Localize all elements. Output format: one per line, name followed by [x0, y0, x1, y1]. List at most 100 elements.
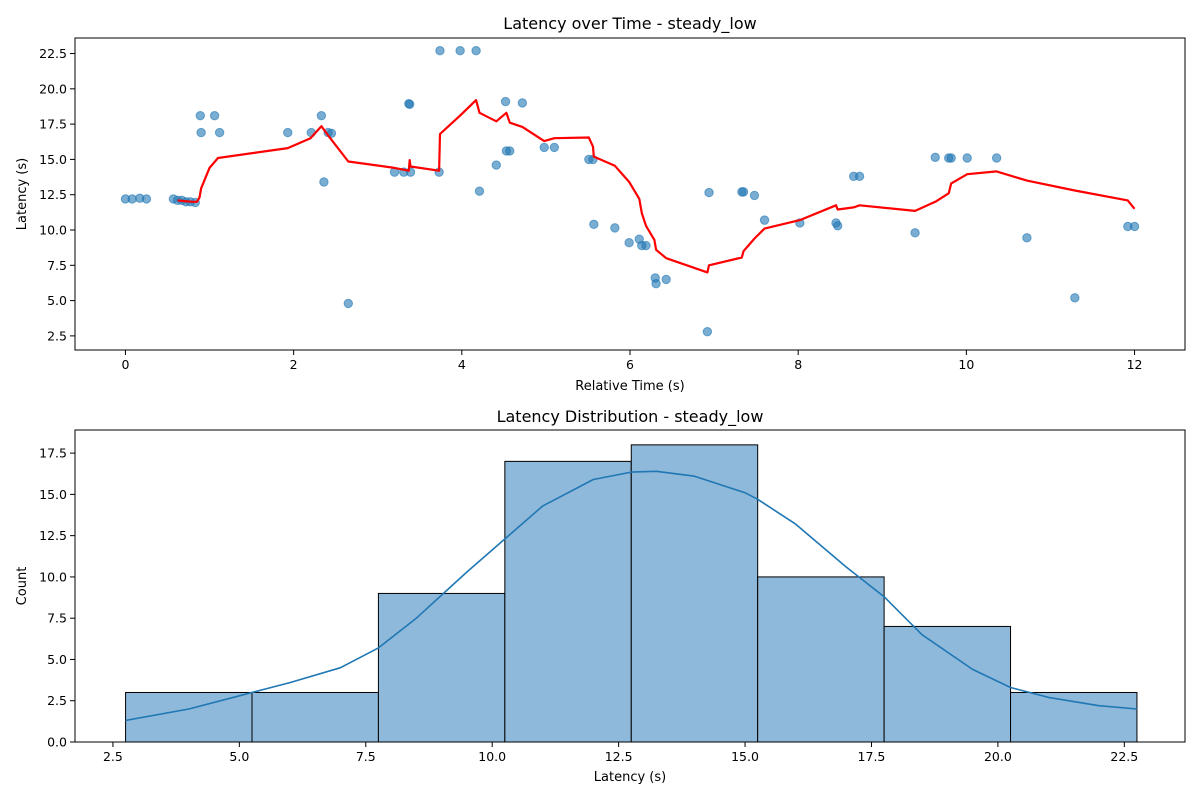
scatter-points — [120, 46, 1140, 337]
histogram-bar — [1010, 691, 1138, 743]
trend-line — [177, 99, 1136, 274]
y-tick-label: 20.0 — [39, 81, 67, 96]
y-ticks: 2.5 5.0 7.5 10.0 12.5 15.0 17.5 20.0 22.5 — [39, 46, 75, 343]
x-axis-label: Latency (s) — [594, 770, 666, 785]
scatter-point — [624, 238, 634, 248]
kde-curve-group — [125, 470, 1138, 722]
scatter-point — [962, 153, 972, 163]
y-tick-label: 7.5 — [47, 258, 67, 273]
x-tick-label: 17.5 — [858, 749, 886, 764]
histogram-bar — [251, 691, 379, 743]
x-tick-label: 5.0 — [229, 749, 249, 764]
scatter-point — [474, 186, 485, 196]
x-tick-label: 7.5 — [356, 749, 376, 764]
scatter-point — [517, 98, 528, 108]
x-tick-label: 2 — [290, 357, 298, 372]
scatter-point — [214, 127, 225, 138]
y-tick-label: 17.5 — [39, 446, 67, 461]
latency-distribution-chart: 2.5 5.0 7.5 10.0 12.5 15.0 17.5 20.0 22.5 0.0 2.5… — [15, 407, 1186, 785]
scatter-point — [1129, 221, 1140, 232]
scatter-point — [610, 223, 620, 233]
scatter-point — [704, 187, 714, 198]
histogram-bar — [377, 592, 506, 743]
scatter-point — [455, 46, 465, 56]
x-axis-label: Relative Time (s) — [575, 379, 684, 394]
y-tick-label: 15.0 — [39, 152, 67, 167]
scatter-point — [343, 298, 353, 309]
x-tick-label: 12 — [1127, 357, 1143, 372]
y-tick-label: 5.0 — [47, 293, 67, 308]
x-tick-label: 0 — [121, 357, 129, 372]
scatter-point — [738, 187, 749, 197]
scatter-point — [910, 228, 920, 238]
y-tick-label: 17.5 — [39, 117, 67, 132]
y-axis-label: Latency (s) — [15, 158, 30, 230]
x-tick-label: 2.5 — [103, 749, 123, 764]
histogram-bar — [883, 625, 1012, 743]
y-tick-label: 15.0 — [39, 487, 67, 502]
plot-frame — [74, 429, 1186, 743]
scatter-point — [500, 96, 511, 107]
y-tick-label: 10.0 — [39, 223, 67, 238]
scatter-point — [702, 326, 713, 337]
scatter-point — [195, 110, 205, 121]
scatter-point — [854, 171, 865, 182]
scatter-point — [405, 167, 416, 177]
scatter-point — [549, 142, 560, 153]
x-tick-label: 22.5 — [1110, 749, 1138, 764]
y-tick-label: 0.0 — [47, 735, 67, 750]
histogram-bar — [757, 576, 885, 743]
y-tick-label: 22.5 — [39, 46, 67, 61]
scatter-point — [759, 215, 770, 225]
scatter-point — [749, 190, 760, 201]
x-tick-label: 4 — [458, 357, 466, 372]
scatter-point — [491, 160, 501, 170]
y-tick-label: 7.5 — [47, 611, 67, 626]
x-tick-label: 10.0 — [478, 749, 506, 764]
scatter-point — [435, 46, 445, 56]
scatter-point — [404, 99, 415, 110]
kde-curve — [125, 470, 1138, 722]
x-ticks: 2.5 5.0 7.5 10.0 12.5 15.0 17.5 20.0 22.5 — [103, 742, 1138, 764]
scatter-point — [833, 221, 843, 231]
y-tick-label: 2.5 — [47, 328, 67, 343]
y-tick-label: 5.0 — [47, 652, 67, 667]
scatter-point — [651, 278, 661, 289]
scatter-point — [316, 110, 327, 121]
scatter-point — [930, 152, 940, 162]
chart-title: Latency over Time - steady_low — [503, 14, 756, 34]
scatter-point — [209, 110, 220, 121]
x-tick-label: 6 — [626, 357, 634, 372]
scatter-point — [319, 177, 329, 187]
x-tick-label: 8 — [794, 357, 802, 372]
y-tick-label: 2.5 — [47, 693, 67, 708]
y-tick-label: 12.5 — [39, 187, 67, 202]
trend-line-group — [177, 99, 1136, 274]
scatter-point — [283, 127, 293, 138]
histogram-bars — [125, 444, 1138, 743]
x-tick-label: 10 — [958, 357, 974, 372]
x-tick-label: 15.0 — [731, 749, 759, 764]
chart-title: Latency Distribution - steady_low — [497, 407, 764, 427]
scatter-point — [505, 146, 515, 156]
y-tick-label: 10.0 — [39, 569, 67, 584]
scatter-point — [641, 240, 651, 251]
scatter-point — [991, 153, 1002, 163]
scatter-point — [1022, 233, 1032, 243]
scatter-point — [661, 274, 671, 285]
scatter-point — [946, 153, 956, 163]
x-tick-label: 12.5 — [605, 749, 633, 764]
y-tick-label: 12.5 — [39, 528, 67, 543]
y-ticks: 0.0 2.5 5.0 7.5 10.0 12.5 15.0 17.5 — [39, 446, 75, 750]
y-axis-label: Count — [15, 567, 30, 606]
scatter-point — [471, 46, 481, 56]
histogram-bar — [504, 460, 632, 743]
scatter-point — [196, 127, 206, 138]
scatter-point — [1070, 293, 1080, 303]
scatter-point — [539, 142, 549, 153]
histogram-bar — [630, 444, 759, 743]
latency-over-time-chart: 0 2 4 6 8 10 12 2.55.07.510.012.515.017.520.02… — [15, 14, 1186, 394]
x-tick-label: 20.0 — [984, 749, 1012, 764]
x-ticks: 0 2 4 6 8 10 12 — [121, 350, 1142, 372]
